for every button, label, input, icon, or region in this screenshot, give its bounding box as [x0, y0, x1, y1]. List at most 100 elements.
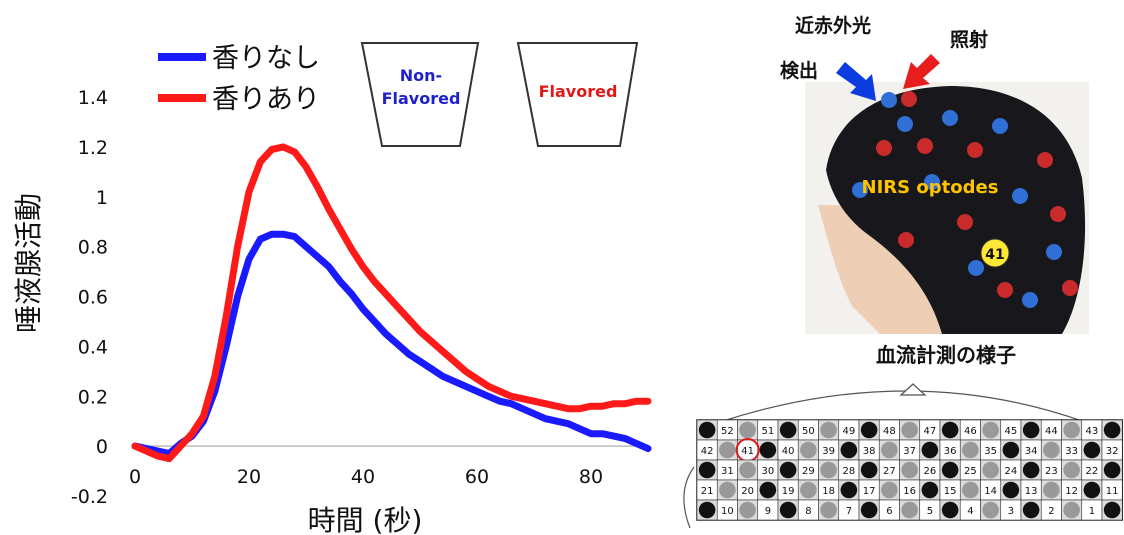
y-tick-label: 1.4 — [78, 87, 108, 109]
x-tick-label: 0 — [129, 466, 141, 488]
emitter-dot-icon — [1103, 501, 1121, 519]
channel-number: 44 — [1045, 426, 1058, 437]
channel-number: 23 — [1045, 466, 1058, 477]
emitter-dot-icon — [779, 461, 797, 479]
emitter-dot-icon — [698, 421, 716, 439]
emitter-dot-icon — [1002, 481, 1020, 499]
channel-number: 47 — [924, 426, 937, 437]
y-tick-label: -0.2 — [71, 486, 108, 508]
detect-arrow-icon — [836, 62, 876, 101]
channel-number: 39 — [822, 446, 835, 457]
emitter-dot-icon — [1103, 461, 1121, 479]
channel-number: 42 — [701, 446, 714, 457]
channel-number: 48 — [883, 426, 896, 437]
detector-dot-icon — [1043, 441, 1060, 459]
cup-label-line1: Flavored — [539, 82, 618, 101]
channel-number: 35 — [984, 446, 997, 457]
emitter-dot-icon — [759, 441, 777, 459]
channel-number: 32 — [1106, 446, 1119, 457]
detector-dot-icon — [982, 421, 999, 439]
channel-number: 11 — [1106, 486, 1119, 497]
channel-number: 18 — [822, 486, 835, 497]
detector-dot-icon — [719, 441, 736, 459]
detector-dot-icon — [739, 421, 756, 439]
emitter-dot-icon — [698, 461, 716, 479]
series-line-no-flavor — [131, 230, 652, 458]
channel-number: 12 — [1065, 486, 1078, 497]
y-tick-label: 0.8 — [78, 237, 108, 259]
legend-label-flavor: 香りあり — [212, 84, 320, 115]
channel-number: 19 — [782, 486, 795, 497]
channel-number: 6 — [886, 506, 892, 517]
detector-dot-icon — [1063, 501, 1080, 519]
channel-number: 8 — [805, 506, 811, 517]
y-tick-label: 0.2 — [78, 386, 108, 408]
label-detect: 検出 — [780, 59, 818, 82]
channel-number: 49 — [843, 426, 856, 437]
series-line-flavor — [131, 143, 652, 463]
channel-number: 1 — [1089, 506, 1095, 517]
emitter-dot-icon — [1083, 481, 1101, 499]
cup-non-flavored: Non- Flavored — [360, 42, 480, 147]
channel-number: 5 — [927, 506, 933, 517]
detector-dot-icon — [820, 421, 837, 439]
emitter-dot-icon — [840, 481, 858, 499]
detector-dot-icon — [901, 461, 918, 479]
detector-dot-icon — [1063, 421, 1080, 439]
channel-number: 50 — [802, 426, 815, 437]
emitter-dot-icon — [698, 501, 716, 519]
channel-number: 27 — [883, 466, 896, 477]
detector-dot-icon — [820, 461, 837, 479]
detector-dot-icon — [800, 481, 817, 499]
emitter-dot-icon — [759, 481, 777, 499]
cup-label-line2: Flavored — [382, 89, 461, 108]
channel-number: 34 — [1025, 446, 1038, 457]
nirs-photo-panel: 近赤外光 照射 検出 NIRS optodes 41 血流計測の様子 — [719, 14, 1089, 423]
emitter-dot-icon — [941, 501, 959, 519]
emitter-dot-icon — [860, 421, 878, 439]
channel-number: 40 — [782, 446, 795, 457]
grid-bracket-left — [683, 466, 695, 529]
y-tick-label: 1 — [96, 187, 108, 209]
detector-dot-icon — [901, 421, 918, 439]
channel-number: 15 — [944, 486, 957, 497]
emitter-dot-icon — [1083, 441, 1101, 459]
channel-number: 46 — [964, 426, 977, 437]
emitter-dot-icon — [860, 461, 878, 479]
channel-number: 3 — [1008, 506, 1014, 517]
y-tick-label: 0.4 — [78, 336, 108, 358]
channel-number: 43 — [1086, 426, 1099, 437]
emitter-dot-icon — [779, 421, 797, 439]
x-tick-label: 80 — [579, 466, 603, 488]
channel-number: 30 — [762, 466, 775, 477]
channel-number: 21 — [701, 486, 714, 497]
channel-number: 22 — [1086, 466, 1099, 477]
detector-dot-icon — [901, 501, 918, 519]
x-tick-label: 40 — [351, 466, 375, 488]
emitter-dot-icon — [1022, 421, 1040, 439]
channel-number: 7 — [846, 506, 852, 517]
channel-number: 38 — [863, 446, 876, 457]
detector-dot-icon — [962, 481, 979, 499]
detector-dot-icon — [719, 481, 736, 499]
emitter-dot-icon — [1022, 501, 1040, 519]
y-tick-label: 0.6 — [78, 287, 108, 309]
connector-arc — [719, 390, 1086, 423]
label-near-infrared: 近赤外光 — [795, 14, 871, 37]
detector-dot-icon — [739, 501, 756, 519]
channel-number: 36 — [944, 446, 957, 457]
cup-label-line1: Non- — [400, 66, 442, 85]
channel-number: 14 — [984, 486, 997, 497]
detector-dot-icon — [1063, 461, 1080, 479]
legend-label-no-flavor: 香りなし — [212, 43, 320, 74]
channel-marker-number: 41 — [985, 247, 1004, 263]
channel-number: 16 — [903, 486, 916, 497]
emitter-dot-icon — [840, 441, 858, 459]
emitter-dot-icon — [1022, 461, 1040, 479]
detector-dot-icon — [800, 441, 817, 459]
x-tick-label: 20 — [237, 466, 261, 488]
optode-emitters — [876, 91, 1078, 298]
channel-number: 51 — [762, 426, 775, 437]
